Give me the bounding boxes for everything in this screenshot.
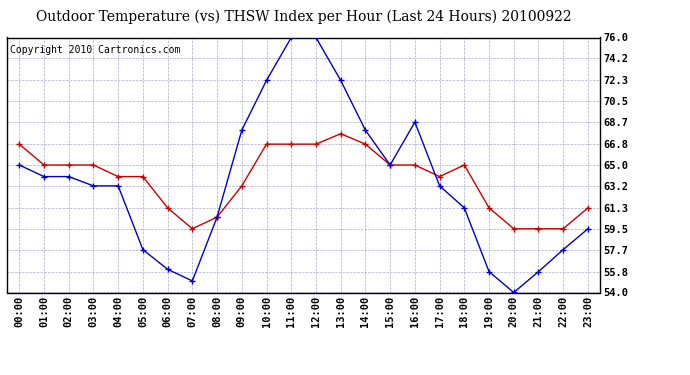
Text: Outdoor Temperature (vs) THSW Index per Hour (Last 24 Hours) 20100922: Outdoor Temperature (vs) THSW Index per …	[36, 9, 571, 24]
Text: Copyright 2010 Cartronics.com: Copyright 2010 Cartronics.com	[10, 45, 180, 55]
